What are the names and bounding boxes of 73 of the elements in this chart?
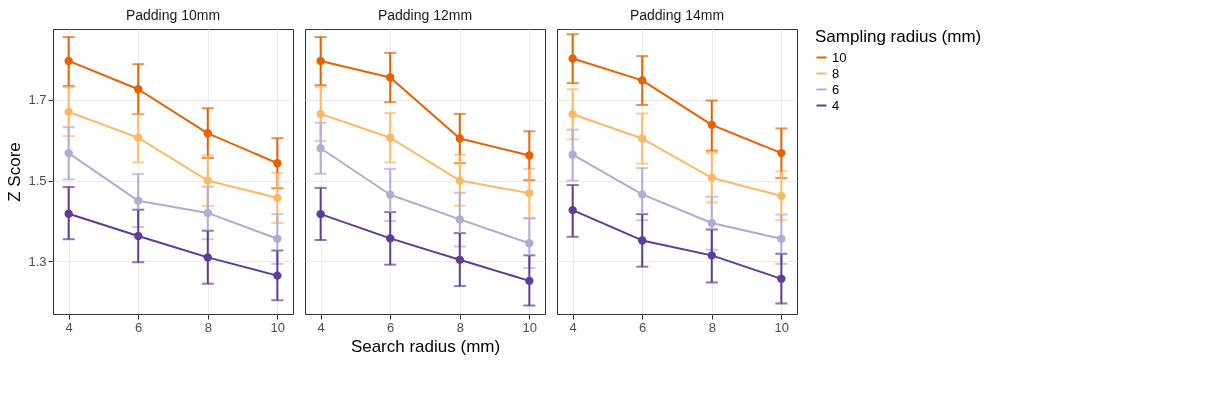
point bbox=[316, 144, 325, 153]
chart-title: Padding 14mm bbox=[629, 7, 725, 23]
x-tick-label: 10 bbox=[774, 319, 790, 335]
legend-label: 4 bbox=[832, 97, 840, 113]
chart-title: Padding 12mm bbox=[377, 7, 473, 23]
point bbox=[273, 193, 282, 203]
y-axis-title: Z Score bbox=[5, 142, 25, 202]
point bbox=[638, 76, 647, 85]
point bbox=[386, 190, 395, 199]
point bbox=[568, 150, 577, 159]
point bbox=[455, 215, 464, 224]
y-tick-label: 1.7 bbox=[28, 92, 47, 108]
point bbox=[525, 151, 534, 160]
point bbox=[568, 54, 577, 63]
point bbox=[64, 56, 73, 66]
point bbox=[568, 205, 577, 215]
point bbox=[777, 274, 786, 283]
point bbox=[273, 234, 282, 243]
point bbox=[455, 134, 464, 143]
x-tick-label: 4 bbox=[569, 319, 577, 335]
point bbox=[203, 176, 212, 185]
point bbox=[638, 190, 647, 199]
point bbox=[707, 251, 716, 260]
x-axis-title: Search radius (mm) bbox=[350, 336, 501, 356]
x-tick-label: 6 bbox=[135, 319, 143, 335]
chart-title: Padding 10mm bbox=[125, 7, 221, 23]
y-tick-label: 1.5 bbox=[28, 173, 47, 189]
x-tick-label: 4 bbox=[317, 319, 325, 335]
point bbox=[386, 73, 395, 82]
point bbox=[525, 276, 534, 286]
point bbox=[568, 110, 577, 119]
point bbox=[134, 85, 143, 94]
point bbox=[777, 148, 786, 158]
x-tick-label: 8 bbox=[456, 319, 464, 335]
point bbox=[777, 191, 786, 201]
point bbox=[64, 107, 73, 117]
point bbox=[316, 209, 325, 219]
point bbox=[316, 109, 325, 119]
point bbox=[134, 196, 143, 205]
point bbox=[638, 236, 647, 245]
point bbox=[203, 129, 212, 138]
point bbox=[707, 120, 716, 129]
point bbox=[386, 133, 395, 142]
legend-label: 8 bbox=[832, 65, 840, 81]
point bbox=[273, 159, 282, 168]
x-tick-label: 4 bbox=[65, 319, 73, 335]
point bbox=[455, 255, 464, 264]
point bbox=[525, 239, 534, 248]
x-tick-label: 8 bbox=[204, 319, 212, 335]
point bbox=[64, 148, 73, 158]
x-tick-label: 6 bbox=[639, 319, 647, 335]
point bbox=[203, 253, 212, 262]
point bbox=[707, 218, 716, 228]
y-tick-label: 1.3 bbox=[28, 253, 47, 269]
legend-title: Sampling radius (mm) bbox=[815, 27, 982, 46]
point bbox=[707, 173, 716, 182]
point bbox=[134, 133, 143, 142]
x-tick-label: 10 bbox=[522, 319, 538, 335]
x-tick-label: 10 bbox=[270, 319, 286, 335]
point bbox=[273, 271, 282, 280]
point bbox=[316, 56, 325, 66]
legend-label: 6 bbox=[832, 81, 840, 97]
legend-label: 10 bbox=[832, 49, 847, 65]
point bbox=[203, 208, 212, 218]
point bbox=[638, 134, 647, 143]
point bbox=[134, 231, 143, 241]
x-tick-label: 6 bbox=[387, 319, 395, 335]
point bbox=[525, 188, 534, 198]
point bbox=[777, 234, 786, 243]
x-tick-label: 8 bbox=[708, 319, 716, 335]
point bbox=[386, 234, 395, 243]
point bbox=[64, 209, 73, 218]
point bbox=[455, 176, 464, 185]
